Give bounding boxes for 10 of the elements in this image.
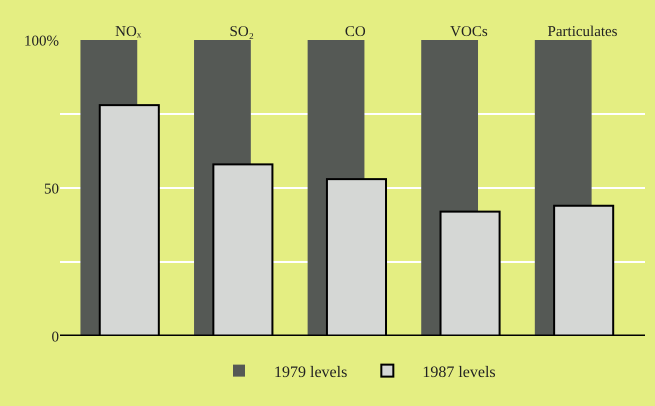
x-tick-label: NOₓ xyxy=(115,24,142,40)
legend-label: 1987 levels xyxy=(422,364,496,381)
y-tick-label: 50 xyxy=(44,181,59,198)
y-tick-label: 0 xyxy=(52,329,59,346)
legend-label: 1979 levels xyxy=(274,364,348,381)
x-tick-label: VOCs xyxy=(450,24,488,40)
x-tick-label: SO₂ xyxy=(230,24,254,40)
y-tick-label: 100% xyxy=(24,33,59,50)
x-tick-label: Particulates xyxy=(548,24,618,40)
x-tick-label: CO xyxy=(344,24,366,40)
